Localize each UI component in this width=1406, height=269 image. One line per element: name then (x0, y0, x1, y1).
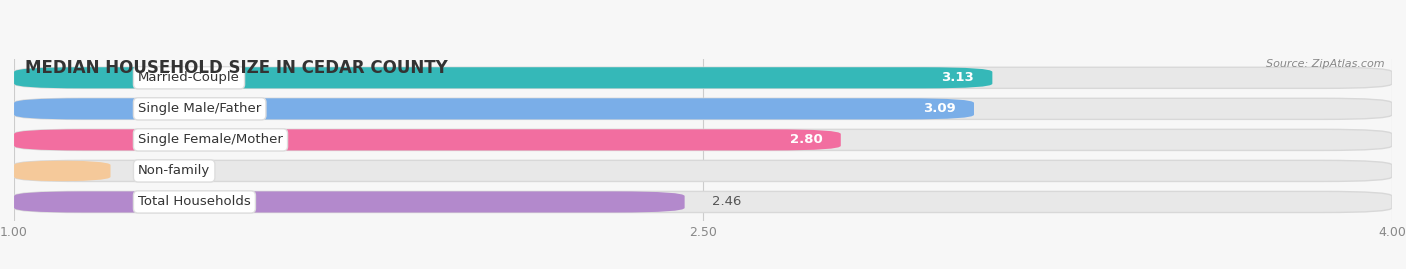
FancyBboxPatch shape (14, 192, 1392, 213)
FancyBboxPatch shape (14, 98, 974, 119)
Text: Source: ZipAtlas.com: Source: ZipAtlas.com (1267, 59, 1385, 69)
Text: Married-Couple: Married-Couple (138, 71, 240, 84)
Text: 2.80: 2.80 (790, 133, 823, 146)
FancyBboxPatch shape (14, 67, 993, 88)
Text: Total Households: Total Households (138, 196, 250, 208)
FancyBboxPatch shape (14, 192, 685, 213)
FancyBboxPatch shape (14, 160, 1392, 182)
Text: 2.46: 2.46 (713, 196, 741, 208)
FancyBboxPatch shape (14, 160, 111, 182)
FancyBboxPatch shape (14, 98, 1392, 119)
Text: Non-family: Non-family (138, 164, 211, 178)
FancyBboxPatch shape (14, 129, 841, 150)
Text: Single Female/Mother: Single Female/Mother (138, 133, 283, 146)
Text: 1.21: 1.21 (138, 164, 167, 178)
Text: 3.13: 3.13 (941, 71, 974, 84)
Text: Single Male/Father: Single Male/Father (138, 102, 262, 115)
Text: 3.09: 3.09 (922, 102, 956, 115)
Text: MEDIAN HOUSEHOLD SIZE IN CEDAR COUNTY: MEDIAN HOUSEHOLD SIZE IN CEDAR COUNTY (25, 59, 449, 77)
FancyBboxPatch shape (14, 129, 1392, 150)
FancyBboxPatch shape (14, 67, 1392, 88)
